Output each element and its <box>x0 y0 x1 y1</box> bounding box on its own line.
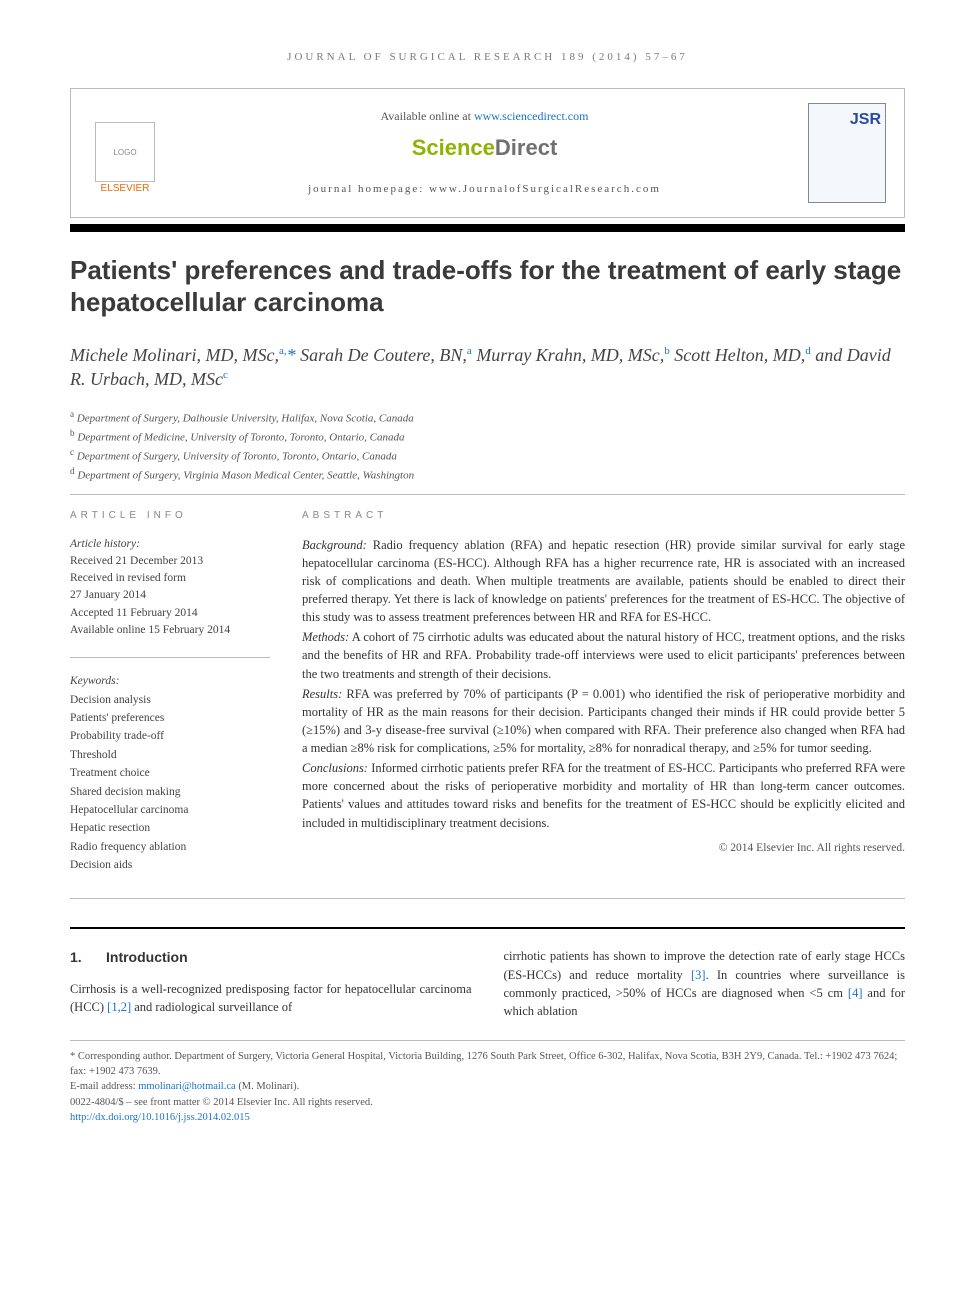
abstract-paragraph: Background: Radio frequency ablation (RF… <box>302 536 905 627</box>
header-center: Available online at www.sciencedirect.co… <box>179 108 790 197</box>
info-rule-bottom <box>70 898 905 899</box>
keyword: Treatment choice <box>70 764 270 782</box>
history-line: Received 21 December 2013 <box>70 553 270 570</box>
email-suffix: (M. Molinari). <box>236 1081 300 1092</box>
history-line: 27 January 2014 <box>70 587 270 604</box>
abstract-heading: ABSTRACT <box>302 509 905 524</box>
author-list: Michele Molinari, MD, MSc,a,* Sarah De C… <box>70 343 905 392</box>
sciencedirect-link[interactable]: www.sciencedirect.com <box>474 109 589 123</box>
abstract-paragraph: Methods: A cohort of 75 cirrhotic adults… <box>302 628 905 682</box>
history-line: Received in revised form <box>70 570 270 587</box>
footnotes: * Corresponding author. Department of Su… <box>70 1040 905 1125</box>
article-title: Patients' preferences and trade-offs for… <box>70 254 905 319</box>
keyword: Decision aids <box>70 856 270 874</box>
sciencedirect-logo: ScienceDirect <box>179 132 790 164</box>
elsevier-tree-icon: LOGO <box>95 122 155 182</box>
body-top-rule <box>70 927 905 929</box>
elsevier-text: ELSEVIER <box>101 182 150 197</box>
abstract-column: ABSTRACT Background: Radio frequency abl… <box>302 509 905 892</box>
email-line: E-mail address: mmolinari@hotmail.ca (M.… <box>70 1079 905 1094</box>
body-col-left: 1.Introduction Cirrhosis is a well-recog… <box>70 947 472 1020</box>
keyword: Probability trade-off <box>70 727 270 745</box>
front-matter: 0022-4804/$ – see front matter © 2014 El… <box>70 1095 905 1110</box>
body-col-right: cirrhotic patients has shown to improve … <box>504 947 906 1020</box>
keyword: Hepatic resection <box>70 819 270 837</box>
affiliation-line: d Department of Surgery, Virginia Mason … <box>70 465 905 484</box>
journal-homepage: journal homepage: www.JournalofSurgicalR… <box>179 182 790 198</box>
email-label: E-mail address: <box>70 1081 138 1092</box>
publisher-header: LOGO ELSEVIER Available online at www.sc… <box>70 88 905 218</box>
affiliation-line: b Department of Medicine, University of … <box>70 427 905 446</box>
section-heading-intro: 1.Introduction <box>70 947 472 967</box>
running-head: JOURNAL OF SURGICAL RESEARCH 189 (2014) … <box>70 50 905 66</box>
sd-word-2: Direct <box>495 135 557 160</box>
info-rule-top <box>70 494 905 495</box>
corresponding-author: * Corresponding author. Department of Su… <box>70 1049 905 1079</box>
jsr-cover-text: JSR <box>850 108 881 131</box>
keyword: Hepatocellular carcinoma <box>70 801 270 819</box>
abstract-paragraph: Conclusions: Informed cirrhotic patients… <box>302 759 905 832</box>
keyword: Patients' preferences <box>70 709 270 727</box>
affiliation-line: c Department of Surgery, University of T… <box>70 446 905 465</box>
article-info-heading: ARTICLE INFO <box>70 509 270 524</box>
section-title: Introduction <box>106 949 188 965</box>
doi-link[interactable]: http://dx.doi.org/10.1016/j.jss.2014.02.… <box>70 1112 250 1123</box>
keyword: Threshold <box>70 746 270 764</box>
keyword: Decision analysis <box>70 691 270 709</box>
article-info-column: ARTICLE INFO Article history: Received 2… <box>70 509 270 892</box>
body-columns: 1.Introduction Cirrhosis is a well-recog… <box>70 947 905 1020</box>
intro-para-right: cirrhotic patients has shown to improve … <box>504 947 906 1020</box>
keywords-label: Keywords: <box>70 672 270 690</box>
title-rule <box>70 224 905 232</box>
history-label: Article history: <box>70 536 270 553</box>
info-divider <box>70 657 270 658</box>
affiliations: a Department of Surgery, Dalhousie Unive… <box>70 408 905 485</box>
article-history: Article history: Received 21 December 20… <box>70 536 270 640</box>
available-prefix: Available online at <box>381 109 474 123</box>
journal-cover-thumbnail: JSR <box>808 103 886 203</box>
affiliation-line: a Department of Surgery, Dalhousie Unive… <box>70 408 905 427</box>
intro-para-left: Cirrhosis is a well-recognized predispos… <box>70 980 472 1016</box>
elsevier-logo: LOGO ELSEVIER <box>89 109 161 197</box>
info-abstract-row: ARTICLE INFO Article history: Received 2… <box>70 509 905 892</box>
keyword: Shared decision making <box>70 783 270 801</box>
sd-word-1: Science <box>412 135 495 160</box>
keywords-block: Keywords: Decision analysisPatients' pre… <box>70 672 270 874</box>
abstract-paragraph: Results: RFA was preferred by 70% of par… <box>302 685 905 758</box>
section-number: 1. <box>70 947 106 967</box>
keyword: Radio frequency ablation <box>70 838 270 856</box>
history-line: Accepted 11 February 2014 <box>70 605 270 622</box>
available-online: Available online at www.sciencedirect.co… <box>179 108 790 125</box>
history-line: Available online 15 February 2014 <box>70 622 270 639</box>
abstract-copyright: © 2014 Elsevier Inc. All rights reserved… <box>302 840 905 857</box>
author-email-link[interactable]: mmolinari@hotmail.ca <box>138 1081 235 1092</box>
